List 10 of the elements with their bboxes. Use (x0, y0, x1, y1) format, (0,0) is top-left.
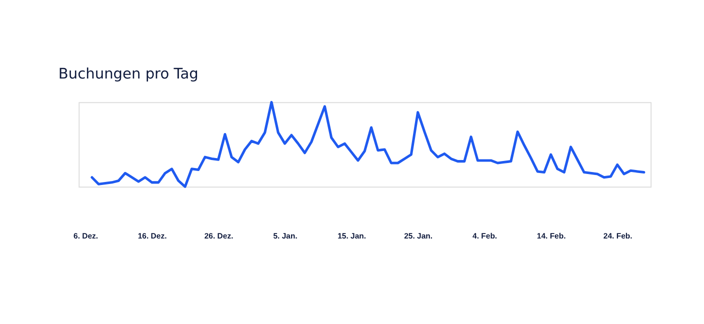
x-tick-label: 16. Dez. (138, 232, 167, 241)
x-tick-label: 5. Jan. (273, 232, 298, 241)
x-tick-label: 15. Jan. (338, 232, 366, 241)
x-tick-label: 25. Jan. (404, 232, 433, 241)
x-tick-label: 26. Dez. (204, 232, 234, 241)
x-tick-label: 4. Feb. (472, 232, 498, 241)
x-tick-label: 14. Feb. (536, 232, 566, 241)
chart-title: Buchungen pro Tag (58, 66, 198, 83)
x-tick-label: 24. Feb. (603, 232, 632, 241)
x-tick-label: 6. Dez. (74, 232, 98, 241)
